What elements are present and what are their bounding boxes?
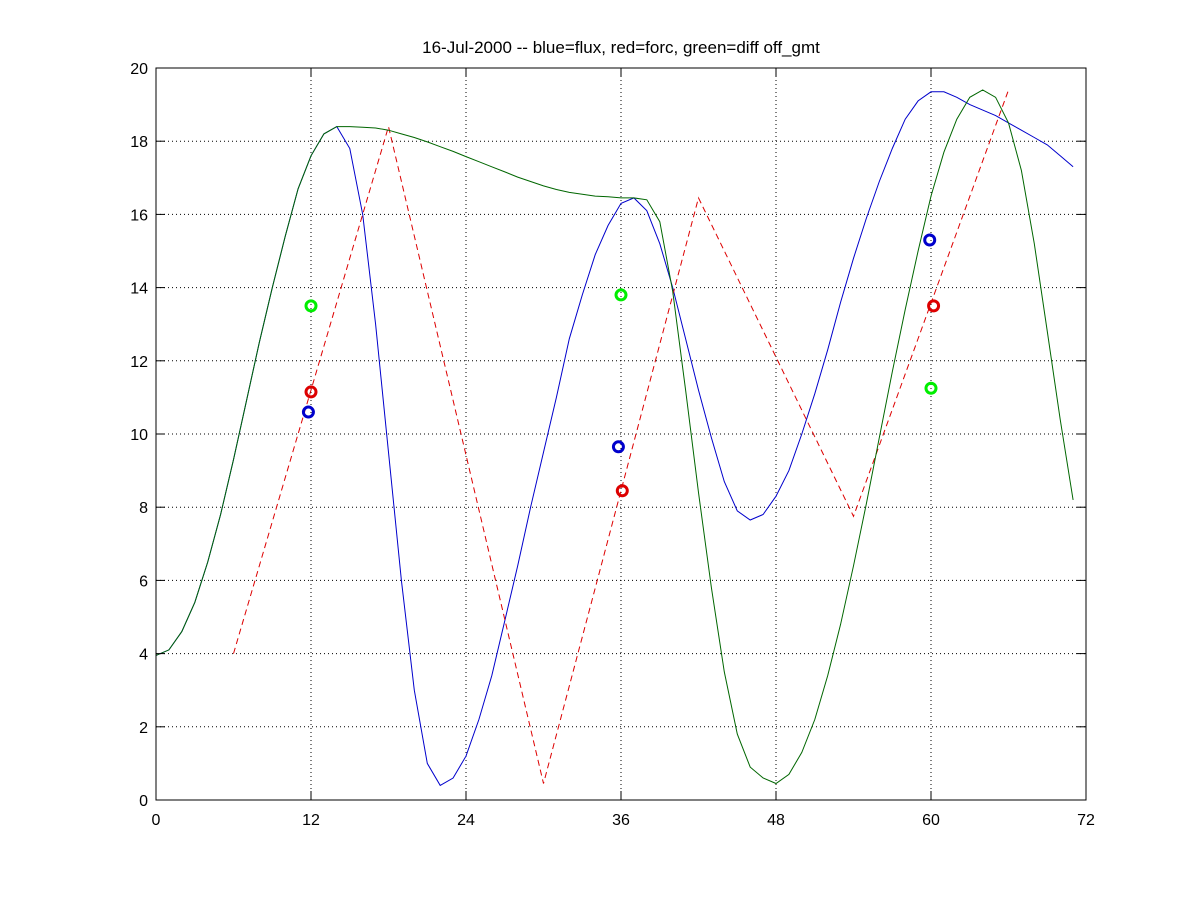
x-tick-label: 60 [922, 812, 940, 829]
red-marker [615, 484, 629, 498]
y-tick-label: 4 [139, 647, 148, 664]
y-tick-label: 18 [130, 134, 148, 151]
y-tick-label: 8 [139, 500, 148, 517]
x-tick-label: 0 [152, 812, 161, 829]
green-marker [924, 381, 938, 395]
series-lines [155, 89, 1074, 787]
data-markers [301, 233, 941, 498]
green-marker [304, 299, 318, 313]
x-tick-labels: 0 12 24 36 48 60 72 [152, 812, 1095, 829]
blue-marker [923, 233, 937, 247]
x-tick-label: 36 [612, 812, 630, 829]
x-tick-label: 24 [457, 812, 475, 829]
x-tick-label: 12 [302, 812, 320, 829]
y-tick-label: 6 [139, 573, 148, 590]
red-marker [927, 299, 941, 313]
y-tick-labels: 0 2 4 6 8 10 12 14 16 18 20 [130, 61, 148, 810]
chart-title: 16-Jul-2000 -- blue=flux, red=forc, gree… [422, 38, 820, 57]
y-tick-label: 14 [130, 281, 148, 298]
y-tick-label: 12 [130, 354, 148, 371]
axis-ticks [155, 67, 1087, 801]
y-tick-label: 10 [130, 427, 148, 444]
blue-marker [611, 440, 625, 454]
y-tick-label: 2 [139, 720, 148, 737]
red-marker [304, 385, 318, 399]
y-tick-label: 16 [130, 207, 148, 224]
green-marker [614, 288, 628, 302]
blue-marker [301, 405, 315, 419]
y-tick-label: 0 [139, 793, 148, 810]
grid-lines [156, 68, 1086, 800]
x-tick-label: 48 [767, 812, 785, 829]
x-tick-label: 72 [1077, 812, 1095, 829]
green-series-line [155, 89, 1074, 785]
y-tick-label: 20 [130, 61, 148, 78]
